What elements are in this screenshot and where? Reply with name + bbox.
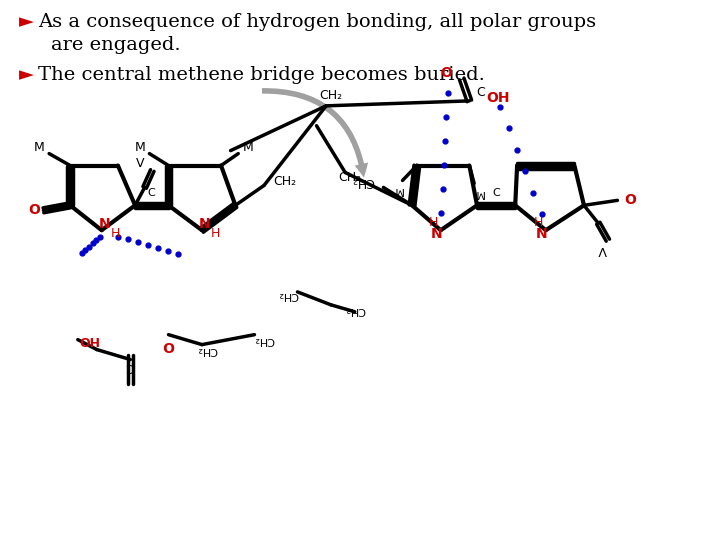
Text: M: M	[393, 185, 402, 195]
Text: M: M	[243, 141, 253, 154]
Text: N: N	[536, 227, 548, 241]
Text: ►: ►	[19, 66, 34, 84]
Text: C: C	[148, 188, 156, 198]
Text: CH₂: CH₂	[338, 171, 361, 184]
Text: M: M	[474, 188, 484, 198]
Text: N: N	[431, 227, 443, 241]
Text: are engaged.: are engaged.	[51, 36, 181, 54]
Text: CH₂: CH₂	[197, 345, 217, 355]
Text: CH₂: CH₂	[274, 175, 297, 188]
Text: N: N	[99, 217, 110, 231]
Text: CH₂: CH₂	[351, 175, 374, 188]
Text: N: N	[199, 217, 211, 231]
Text: HO: HO	[77, 333, 98, 346]
Text: M: M	[35, 141, 45, 154]
Text: O: O	[163, 338, 174, 352]
Text: CH₂: CH₂	[253, 335, 274, 345]
Text: H: H	[428, 216, 438, 229]
Text: OH: OH	[486, 91, 510, 105]
Text: As a consequence of hydrogen bonding, all polar groups: As a consequence of hydrogen bonding, al…	[37, 14, 596, 31]
Text: C: C	[126, 360, 135, 373]
Text: H: H	[211, 227, 220, 240]
Text: H: H	[110, 227, 120, 240]
Text: M: M	[135, 141, 145, 154]
Text: CH₂: CH₂	[320, 90, 343, 103]
Text: CH₂: CH₂	[344, 305, 365, 315]
Text: O: O	[624, 193, 636, 207]
Text: V: V	[135, 157, 144, 170]
Text: ►: ►	[19, 14, 34, 31]
Text: O: O	[28, 203, 40, 217]
Text: H: H	[534, 216, 543, 229]
Text: V: V	[599, 242, 608, 255]
Text: C: C	[492, 188, 500, 198]
Text: The central methene bridge becomes buried.: The central methene bridge becomes burie…	[37, 66, 485, 84]
FancyArrowPatch shape	[262, 88, 368, 178]
Text: O: O	[441, 66, 452, 80]
Text: CH₂: CH₂	[278, 290, 298, 300]
Text: C: C	[477, 86, 485, 99]
